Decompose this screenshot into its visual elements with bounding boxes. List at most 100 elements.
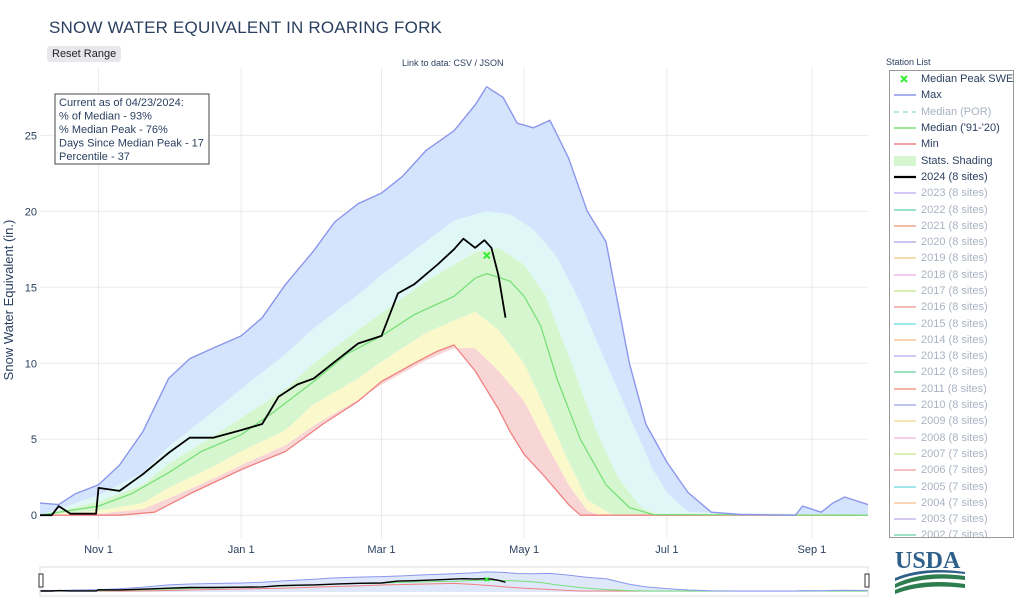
legend-symbol [894, 175, 916, 179]
legend-item[interactable]: 2023 (8 sites) [890, 185, 1013, 201]
legend-label: Stats. Shading [921, 154, 993, 167]
legend-label: 2013 (8 sites) [921, 350, 988, 363]
legend-item[interactable]: Median (POR) [890, 104, 1013, 120]
legend-symbol [894, 290, 916, 292]
legend-label: 2014 (8 sites) [921, 333, 988, 346]
data-link[interactable]: Link to data: CSV / JSON [402, 58, 504, 68]
legend-symbol [894, 355, 916, 357]
range-slider[interactable] [38, 566, 870, 597]
legend-item[interactable]: Min [890, 136, 1013, 152]
legend-symbol [894, 322, 916, 325]
y-tick-label: 0 [31, 510, 37, 522]
chart-title: SNOW WATER EQUIVALENT IN ROARING FORK [49, 18, 443, 37]
legend-item[interactable]: Max [890, 87, 1013, 103]
legend-symbol [900, 75, 908, 83]
legend-symbol [894, 420, 916, 423]
legend-symbol [894, 518, 916, 520]
legend-label: 2007 (7 sites) [921, 447, 988, 460]
legend-label: 2002 (7 sites) [921, 529, 988, 538]
legend-symbol [894, 225, 916, 227]
axes: 0 5 10 15 20 25 Nov 1 Jan 1 Mar 1 May 1 Jul 1 Sep 1 [25, 130, 826, 556]
legend-symbol [894, 306, 916, 309]
series-lines [39, 86, 869, 517]
legend-item[interactable]: 2002 (7 sites) [890, 527, 1013, 538]
legend-item[interactable]: 2013 (8 sites) [890, 348, 1013, 364]
legend-item[interactable]: 2011 (8 sites) [890, 381, 1013, 397]
swe-chart: 0 5 10 15 20 25 Nov 1 Jan 1 Mar 1 May 1 Jul 1 Sep 1… [1, 67, 870, 597]
y-tick-label: 10 [25, 358, 37, 370]
legend-label: 2019 (8 sites) [921, 252, 988, 265]
reset-range-button[interactable]: Reset Range [47, 46, 122, 62]
stats-box-frame [54, 93, 210, 165]
legend-label: 2017 (8 sites) [921, 285, 988, 297]
stats-line: Percentile - 37 [59, 151, 130, 163]
legend-symbol [894, 257, 916, 260]
legend-label: Min [921, 138, 939, 151]
legend-item[interactable]: 2008 (8 sites) [890, 430, 1013, 446]
legend-item[interactable]: 2016 (8 sites) [890, 299, 1013, 315]
legend-item[interactable]: 2017 (8 sites) [890, 283, 1013, 299]
legend-symbol [894, 371, 916, 374]
legend-label: 2010 (8 sites) [921, 399, 988, 412]
legend-item[interactable]: 2009 (8 sites) [890, 413, 1013, 429]
legend-item[interactable]: 2021 (8 sites) [890, 218, 1013, 234]
legend-symbol [894, 339, 916, 341]
y-tick-label: 15 [25, 282, 37, 294]
stats-line: Current as of 04/23/2024: [59, 97, 184, 109]
legend-label: 2015 (8 sites) [921, 317, 988, 330]
legend-item[interactable]: 2003 (7 sites) [890, 511, 1013, 527]
legend-symbol [894, 155, 916, 166]
series-line-max [39, 86, 869, 516]
legend-item[interactable]: 2015 (8 sites) [890, 315, 1013, 331]
legend-item[interactable]: 2014 (8 sites) [890, 332, 1013, 348]
range-slider-right-handle [864, 573, 870, 588]
legend-symbol [894, 502, 916, 504]
legend-label: 2020 (8 sites) [921, 236, 988, 249]
legend-label: 2004 (7 sites) [921, 496, 988, 509]
legend-item[interactable]: 2006 (7 sites) [890, 462, 1013, 478]
range-slider-left-handle [38, 573, 44, 588]
y-tick-label: 25 [25, 130, 37, 142]
legend-item[interactable]: 2005 (7 sites) [890, 478, 1013, 494]
legend-item[interactable]: 2012 (8 sites) [890, 364, 1013, 380]
legend-symbol [894, 94, 916, 97]
x-tick-label: Jul 1 [655, 544, 678, 556]
legend-item[interactable]: Stats. Shading [890, 152, 1013, 168]
legend-symbol [894, 404, 916, 406]
legend-label: 2016 (8 sites) [921, 301, 988, 314]
legend-item[interactable]: Median Peak SWE [890, 71, 1013, 87]
legend-symbol [894, 241, 916, 243]
legend-label: 2011 (8 sites) [921, 382, 987, 395]
legend-symbol [894, 208, 916, 211]
legend-item[interactable]: Median ('91-'20) [890, 120, 1013, 136]
legend-item[interactable]: 2022 (8 sites) [890, 201, 1013, 217]
usda-logo-text: USDA [895, 548, 961, 574]
series-line-median [39, 272, 869, 516]
x-tick-label: May 1 [509, 544, 539, 556]
legend-label: Median Peak SWE [921, 73, 1014, 86]
legend-item[interactable]: 2020 (8 sites) [890, 234, 1013, 250]
legend-item[interactable]: 2004 (7 sites) [890, 495, 1013, 511]
legend-item[interactable]: 2018 (8 sites) [890, 267, 1013, 283]
legend-label: 2003 (7 sites) [921, 513, 988, 526]
legend-symbol [894, 453, 916, 455]
x-tick-label: Mar 1 [367, 544, 395, 556]
legend-label: 2021 (8 sites) [921, 219, 988, 232]
legend-item[interactable]: 2019 (8 sites) [890, 250, 1013, 266]
legend-label: Median (POR) [921, 105, 992, 118]
legend-label: 2024 (8 sites) [921, 170, 988, 183]
legend-item[interactable]: 2024 (8 sites) [890, 169, 1013, 185]
range-slider-min [40, 582, 868, 592]
legend-label: 2023 (8 sites) [921, 187, 988, 200]
legend-label: 2009 (8 sites) [921, 415, 988, 428]
legend-symbol [894, 534, 916, 537]
usda-logo: USDA [895, 548, 965, 594]
legend-item[interactable]: 2010 (8 sites) [890, 397, 1013, 413]
legend-item[interactable]: 2007 (7 sites) [890, 446, 1013, 462]
legend-label: 2012 (8 sites) [921, 366, 988, 379]
range-slider-median [39, 579, 868, 592]
legend-label: 2008 (8 sites) [921, 431, 988, 444]
legend-symbol [894, 110, 916, 113]
y-tick-label: 20 [25, 206, 37, 218]
range-slider-2024 [40, 577, 506, 592]
